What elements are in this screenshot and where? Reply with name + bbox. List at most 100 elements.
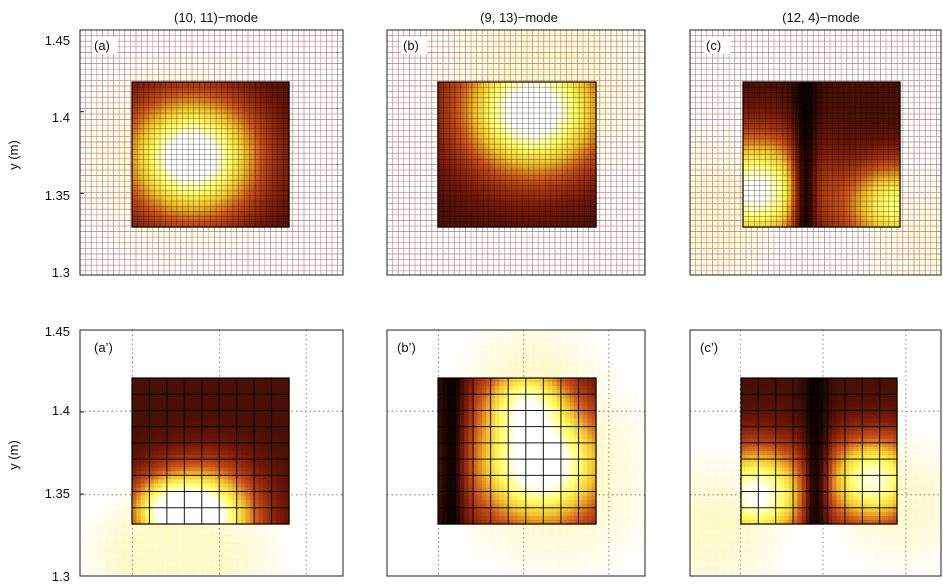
- heatmap-cell: [210, 442, 216, 448]
- heatmap-cell: [481, 446, 487, 452]
- heatmap-cell: [534, 386, 540, 391]
- heatmap-cell: [254, 390, 260, 395]
- heatmap-cell: [552, 499, 558, 505]
- background-cell: [237, 535, 248, 544]
- heatmap-cell: [446, 479, 452, 485]
- heatmap-cell: [797, 483, 803, 489]
- heatmap-cell: [249, 442, 255, 448]
- background-cell: [915, 477, 925, 487]
- heatmap-cell: [884, 414, 889, 420]
- heatmap-cell: [845, 491, 850, 497]
- heatmap-cell: [262, 467, 268, 472]
- heatmap-cell: [832, 414, 837, 420]
- heatmap-cell: [451, 386, 457, 391]
- background-cell: [610, 502, 620, 511]
- heatmap-cell: [547, 402, 553, 407]
- heatmap-cell: [853, 491, 859, 497]
- background-cell: [150, 543, 160, 552]
- heatmap-cell: [508, 519, 514, 525]
- heatmap-cell: [591, 402, 597, 407]
- heatmap-cell: [569, 394, 575, 399]
- background-cell: [715, 485, 724, 495]
- heatmap-cell: [888, 463, 894, 468]
- heatmap-cell: [446, 463, 452, 468]
- heatmap-cell: [197, 414, 203, 420]
- heatmap-cell: [754, 434, 759, 440]
- heatmap-cell: [262, 382, 268, 387]
- heatmap-cell: [477, 446, 483, 452]
- heatmap-cell: [162, 398, 168, 403]
- background-cell: [907, 444, 917, 454]
- heatmap-cell: [582, 446, 588, 452]
- background-cell: [907, 526, 917, 536]
- heatmap-cell: [538, 507, 544, 513]
- heatmap-cell: [780, 414, 785, 420]
- heatmap-cell: [788, 382, 794, 387]
- heatmap-cell: [468, 495, 474, 501]
- heatmap-cell: [556, 438, 562, 444]
- heatmap-cell: [132, 410, 137, 416]
- heatmap-cell: [153, 402, 159, 407]
- heatmap-cell: [762, 451, 768, 456]
- heatmap-cell: [481, 418, 487, 424]
- heatmap-cell: [582, 519, 588, 525]
- heatmap-cell: [879, 418, 885, 424]
- heatmap-cell: [858, 475, 863, 480]
- heatmap-cell: [473, 511, 479, 517]
- heatmap-cell: [574, 442, 580, 448]
- background-cell: [167, 543, 177, 552]
- heatmap-cell: [521, 515, 527, 521]
- heatmap-cell: [587, 414, 593, 420]
- heatmap-cell: [145, 410, 151, 416]
- heatmap-cell: [875, 455, 881, 460]
- heatmap-cell: [823, 446, 829, 452]
- background-cell: [899, 469, 909, 479]
- heatmap-cell: [871, 406, 876, 412]
- heatmap-cell: [468, 451, 474, 456]
- heatmap-cell: [149, 386, 155, 391]
- heatmap-cell: [241, 430, 246, 436]
- heatmap-cell: [797, 410, 803, 416]
- heatmap-cell: [888, 455, 894, 460]
- heatmap-cell: [280, 459, 286, 464]
- background-cell: [698, 494, 708, 503]
- heatmap-cell: [578, 519, 584, 525]
- heatmap-cell: [530, 455, 536, 460]
- heatmap-cell: [793, 414, 798, 420]
- heatmap-cell: [574, 426, 580, 432]
- heatmap-cell: [517, 430, 522, 436]
- heatmap-cell: [136, 442, 142, 448]
- heatmap-cell: [565, 519, 571, 525]
- heatmap-cell: [214, 446, 220, 452]
- heatmap-cell: [560, 491, 566, 497]
- heatmap-cell: [849, 463, 855, 468]
- background-cell: [915, 444, 925, 454]
- heatmap-cell: [477, 434, 483, 440]
- heatmap-cell: [754, 455, 759, 460]
- heatmap-cell: [223, 479, 229, 485]
- heatmap-cell: [827, 507, 833, 513]
- heatmap-cell: [280, 418, 286, 424]
- heatmap-cell: [236, 483, 242, 489]
- heatmap-cell: [459, 483, 465, 489]
- background-cell: [715, 559, 724, 569]
- heatmap-cell: [832, 382, 837, 387]
- heatmap-cell: [574, 479, 580, 485]
- heatmap-cell: [193, 491, 199, 497]
- heatmap-cell: [521, 382, 527, 387]
- heatmap-cell: [871, 398, 876, 403]
- background-cell: [167, 551, 177, 561]
- heatmap-cell: [166, 398, 172, 403]
- background-cell: [602, 518, 612, 528]
- heatmap-cell: [741, 503, 746, 509]
- heatmap-cell: [525, 515, 531, 521]
- heatmap-cell: [780, 398, 785, 403]
- heatmap-cell: [762, 519, 768, 525]
- background-cell: [481, 551, 491, 561]
- heatmap-cell: [512, 507, 518, 513]
- heatmap-cell: [771, 455, 777, 460]
- heatmap-cell: [525, 406, 531, 412]
- background-cell: [924, 428, 933, 437]
- heatmap-cell: [745, 459, 751, 464]
- heatmap-cell: [582, 382, 588, 387]
